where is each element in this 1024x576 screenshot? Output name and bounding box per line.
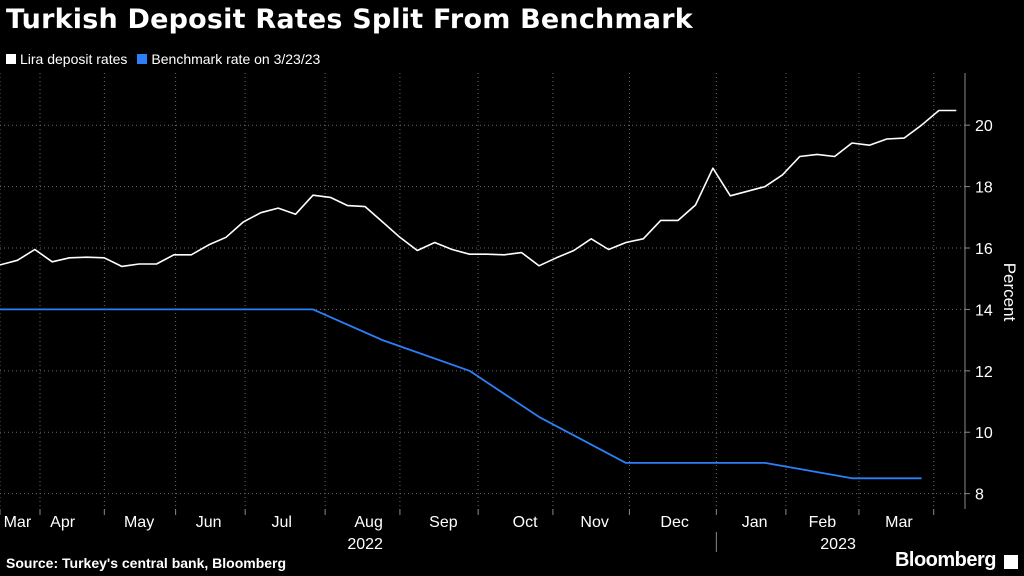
legend-item-deposit: Lira deposit rates [6, 51, 127, 67]
x-tick-label: Jan [742, 514, 768, 531]
x-tick-label: Feb [809, 514, 837, 531]
legend-swatch-deposit [6, 54, 16, 64]
y-axis-title: Percent [1000, 263, 1019, 322]
legend-item-benchmark: Benchmark rate on 3/23/23 [137, 51, 320, 67]
legend-label-deposit: Lira deposit rates [20, 51, 128, 67]
y-tick-label: 18 [975, 180, 993, 197]
x-tick-label: Apr [50, 514, 76, 531]
brand-square-icon [1004, 555, 1018, 569]
legend-swatch-benchmark [137, 54, 148, 64]
year-label: 2023 [820, 536, 856, 553]
chart-title: Turkish Deposit Rates Split From Benchma… [6, 4, 693, 35]
year-label: 2022 [347, 536, 383, 553]
x-tick-label: Jul [271, 514, 291, 531]
chart-legend: Lira deposit rates Benchmark rate on 3/2… [6, 51, 320, 67]
y-tick-label: 8 [975, 487, 984, 504]
x-tick-label: Dec [660, 514, 688, 531]
x-tick-label: Oct [513, 514, 538, 531]
y-tick-label: 10 [975, 425, 993, 442]
series-line-deposit-rates [0, 109, 957, 268]
x-tick-label: May [124, 514, 154, 531]
x-tick-label: Aug [354, 514, 382, 531]
x-tick-label: Mar [885, 514, 913, 531]
series-line-benchmark-rate [0, 308, 922, 480]
brand-logo-text: Bloomberg [894, 549, 997, 571]
source-note: Source: Turkey's central bank, Bloomberg [6, 555, 287, 571]
y-tick-label: 20 [975, 118, 993, 135]
x-tick-label: Mar [4, 514, 32, 531]
legend-label-benchmark: Benchmark rate on 3/23/23 [151, 51, 321, 67]
x-tick-label: Sep [429, 514, 458, 531]
x-tick-label: Nov [580, 514, 608, 531]
x-tick-label: Jun [196, 514, 222, 531]
y-tick-label: 12 [975, 364, 993, 381]
y-tick-label: 16 [975, 241, 993, 258]
y-tick-label: 14 [975, 302, 993, 319]
